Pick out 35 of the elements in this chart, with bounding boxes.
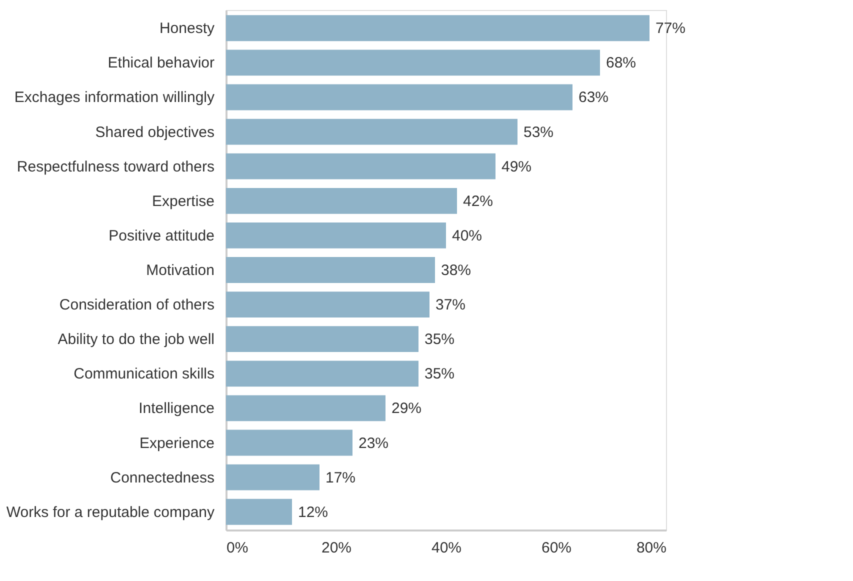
data-label: 29% — [392, 400, 422, 418]
data-label: 37% — [436, 296, 466, 314]
y-tick-label: Shared objectives — [95, 124, 214, 141]
data-label: 53% — [524, 124, 554, 141]
x-tick-label: 40% — [431, 540, 462, 556]
y-tick-label: Motivation — [146, 262, 214, 279]
y-tick-label: Ethical behavior — [108, 54, 214, 72]
y-tick-label: Exchages information willingly — [14, 89, 215, 106]
y-tick-label: Expertise — [152, 192, 214, 210]
y-tick-label: Honesty — [159, 20, 215, 38]
data-label: 38% — [441, 262, 472, 279]
data-label: 12% — [298, 504, 328, 521]
x-tick-label: 20% — [321, 540, 352, 556]
y-tick-label: Intelligence — [138, 400, 214, 418]
data-label: 63% — [578, 89, 609, 106]
y-tick-label: Works for a reputable company — [6, 504, 215, 521]
data-label: 23% — [358, 434, 389, 452]
x-tick-label: 60% — [541, 540, 572, 556]
data-label: 35% — [424, 366, 455, 383]
data-label: 77% — [656, 20, 686, 38]
x-tick-label: 0% — [226, 540, 248, 556]
data-label: 42% — [463, 192, 494, 210]
y-tick-label: Consideration of others — [59, 296, 214, 314]
data-label: 68% — [606, 54, 636, 72]
data-label: 17% — [326, 469, 356, 486]
data-label: 40% — [452, 227, 482, 244]
y-tick-label: Connectedness — [110, 469, 214, 486]
y-tick-label: Experience — [139, 434, 214, 452]
x-tick-label: 80% — [636, 540, 666, 556]
y-tick-label: Positive attitude — [108, 227, 214, 244]
y-tick-label: Ability to do the job well — [58, 331, 214, 348]
y-tick-label: Communication skills — [74, 366, 214, 383]
y-tick-label: Respectfulness toward others — [16, 158, 214, 176]
data-label: 49% — [502, 158, 532, 176]
data-label: 35% — [424, 331, 455, 348]
